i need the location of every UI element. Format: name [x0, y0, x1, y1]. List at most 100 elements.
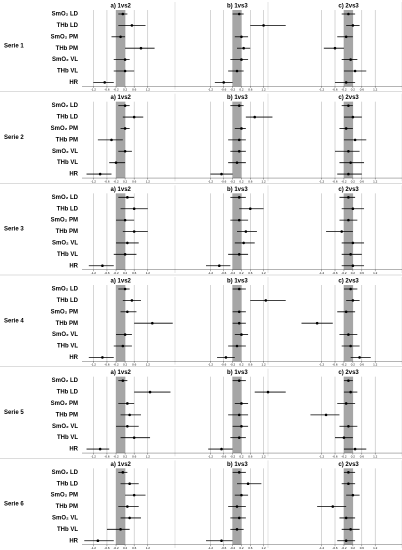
category-label: SmO₂ VL — [52, 57, 78, 63]
x-tick-label: -0.6 — [104, 179, 110, 183]
effect-point — [237, 471, 241, 474]
effect-point — [347, 471, 350, 474]
category-label: THb LD — [57, 23, 79, 29]
effect-point — [126, 241, 129, 245]
category-label: SmO₂ LD — [52, 12, 79, 18]
effect-point — [123, 287, 127, 291]
effect-point — [98, 172, 102, 176]
effect-point — [315, 321, 319, 325]
x-tick-label: 0.2 — [123, 363, 128, 367]
effect-point — [349, 528, 352, 531]
x-tick-label: 1.2 — [261, 546, 266, 550]
x-tick-label: -0.2 — [113, 546, 119, 550]
trivial-band — [343, 376, 353, 454]
effect-point — [347, 482, 350, 486]
effect-point — [235, 161, 239, 164]
x-tick-label: 0.2 — [351, 454, 356, 458]
effect-point — [220, 539, 223, 543]
x-tick-label: 0.6 — [248, 454, 253, 458]
effect-point — [347, 104, 350, 107]
effect-point — [123, 218, 127, 222]
panel-title: b) 1vs3 — [227, 187, 248, 193]
effect-point — [151, 321, 154, 325]
panel-title: c) 2vs3 — [338, 95, 359, 101]
x-tick-label: -0.6 — [332, 271, 338, 275]
effect-point — [121, 344, 125, 348]
x-tick-label: 0.6 — [360, 363, 365, 367]
effect-point — [347, 149, 350, 153]
effect-point — [237, 436, 241, 439]
effect-point — [237, 413, 241, 417]
effect-point — [351, 264, 355, 268]
effect-point — [349, 344, 352, 348]
effect-point — [126, 424, 129, 428]
series-label: Serie 6 — [4, 502, 24, 508]
category-label: THb LD — [57, 390, 79, 396]
category-label: SmO₂ LD — [52, 195, 79, 201]
effect-point — [123, 333, 127, 336]
effect-point — [126, 310, 129, 314]
effect-point — [220, 447, 223, 451]
x-tick-label: -1.2 — [91, 179, 97, 183]
x-tick-label: 0.6 — [248, 546, 253, 550]
effect-point — [266, 390, 270, 394]
category-label: THb LD — [57, 115, 79, 121]
x-tick-label: 0.6 — [360, 179, 365, 183]
effect-point — [242, 46, 245, 50]
effect-point — [235, 528, 239, 531]
effect-point — [349, 161, 352, 164]
category-label: THb VL — [57, 435, 78, 441]
category-label: THb PM — [56, 412, 78, 418]
effect-point — [237, 310, 241, 314]
category-label: THb PM — [56, 46, 78, 52]
x-tick-label: -0.6 — [332, 546, 338, 550]
x-tick-label: 0.6 — [132, 179, 137, 183]
x-tick-label: -1.2 — [319, 179, 325, 183]
x-tick-label: 0.6 — [360, 454, 365, 458]
x-tick-label: -1.2 — [208, 363, 214, 367]
x-tick-label: 0.6 — [360, 546, 365, 550]
effect-point — [132, 436, 136, 439]
x-tick-label: -0.2 — [230, 454, 236, 458]
effect-point — [132, 115, 136, 119]
effect-point — [132, 230, 136, 233]
x-tick-label: -0.6 — [221, 179, 227, 183]
x-tick-label: 0.2 — [351, 546, 356, 550]
effect-point — [139, 46, 143, 50]
x-tick-label: 1.2 — [373, 363, 378, 367]
trivial-band — [343, 10, 353, 87]
effect-point — [240, 424, 243, 428]
effect-point — [342, 436, 346, 439]
effect-point — [353, 69, 357, 73]
effect-point — [128, 413, 131, 417]
effect-point — [347, 172, 350, 176]
x-tick-label: -0.6 — [104, 363, 110, 367]
x-tick-label: 1.2 — [261, 88, 266, 92]
category-label: SmO₂ VL — [52, 332, 78, 338]
effect-point — [123, 127, 127, 130]
effect-point — [119, 528, 122, 531]
effect-point — [344, 127, 348, 130]
effect-point — [237, 218, 241, 222]
x-tick-label: -1.2 — [319, 271, 325, 275]
category-label: SmO₂ LD — [52, 378, 79, 384]
x-tick-label: 0.2 — [351, 271, 356, 275]
panel-title: b) 1vs3 — [227, 370, 248, 376]
trivial-band — [116, 193, 126, 270]
panel-title: c) 2vs3 — [338, 370, 359, 376]
effect-point — [344, 81, 348, 84]
x-tick-label: 0.2 — [239, 454, 244, 458]
effect-point — [262, 24, 265, 27]
effect-point — [101, 356, 104, 359]
x-tick-label: -1.2 — [319, 88, 325, 92]
effect-point — [237, 104, 241, 107]
x-tick-label: -1.2 — [208, 454, 214, 458]
panel-title: b) 1vs3 — [227, 462, 248, 468]
effect-point — [349, 287, 352, 291]
x-tick-label: -0.2 — [113, 454, 119, 458]
x-tick-label: -1.2 — [208, 271, 214, 275]
effect-point — [353, 138, 357, 142]
effect-point — [246, 482, 250, 486]
category-label: SmO₂ VL — [52, 516, 78, 522]
category-label: HR — [69, 80, 78, 86]
